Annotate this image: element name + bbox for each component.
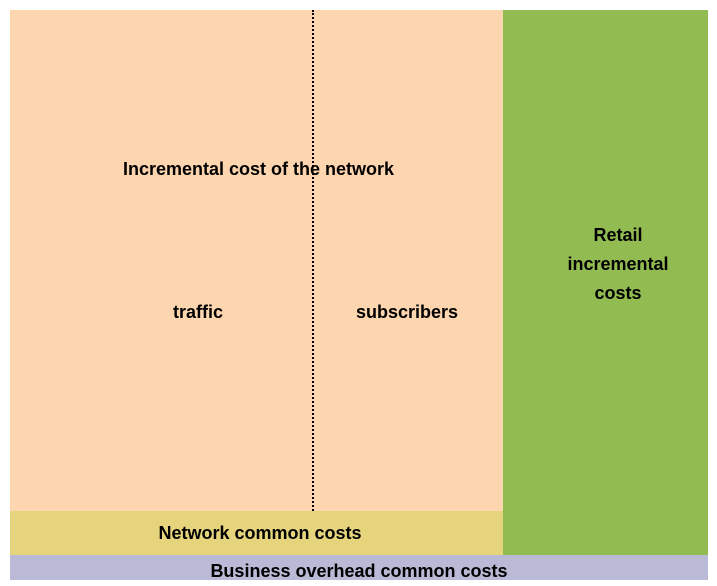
divider: [312, 10, 314, 511]
network-incremental-title: Incremental cost of the network: [122, 159, 395, 179]
network-common-block: [10, 511, 503, 555]
retail-block: [503, 10, 708, 555]
overhead-block: [10, 555, 708, 580]
overhead-label: Business overhead common costs: [210, 561, 508, 581]
subscribers-label: subscribers: [355, 302, 459, 322]
network-incremental-block: [10, 10, 503, 511]
retail-label: Retail incremental costs: [567, 225, 669, 303]
network-common-label: Network common costs: [158, 523, 362, 543]
traffic-label: traffic: [172, 302, 223, 322]
